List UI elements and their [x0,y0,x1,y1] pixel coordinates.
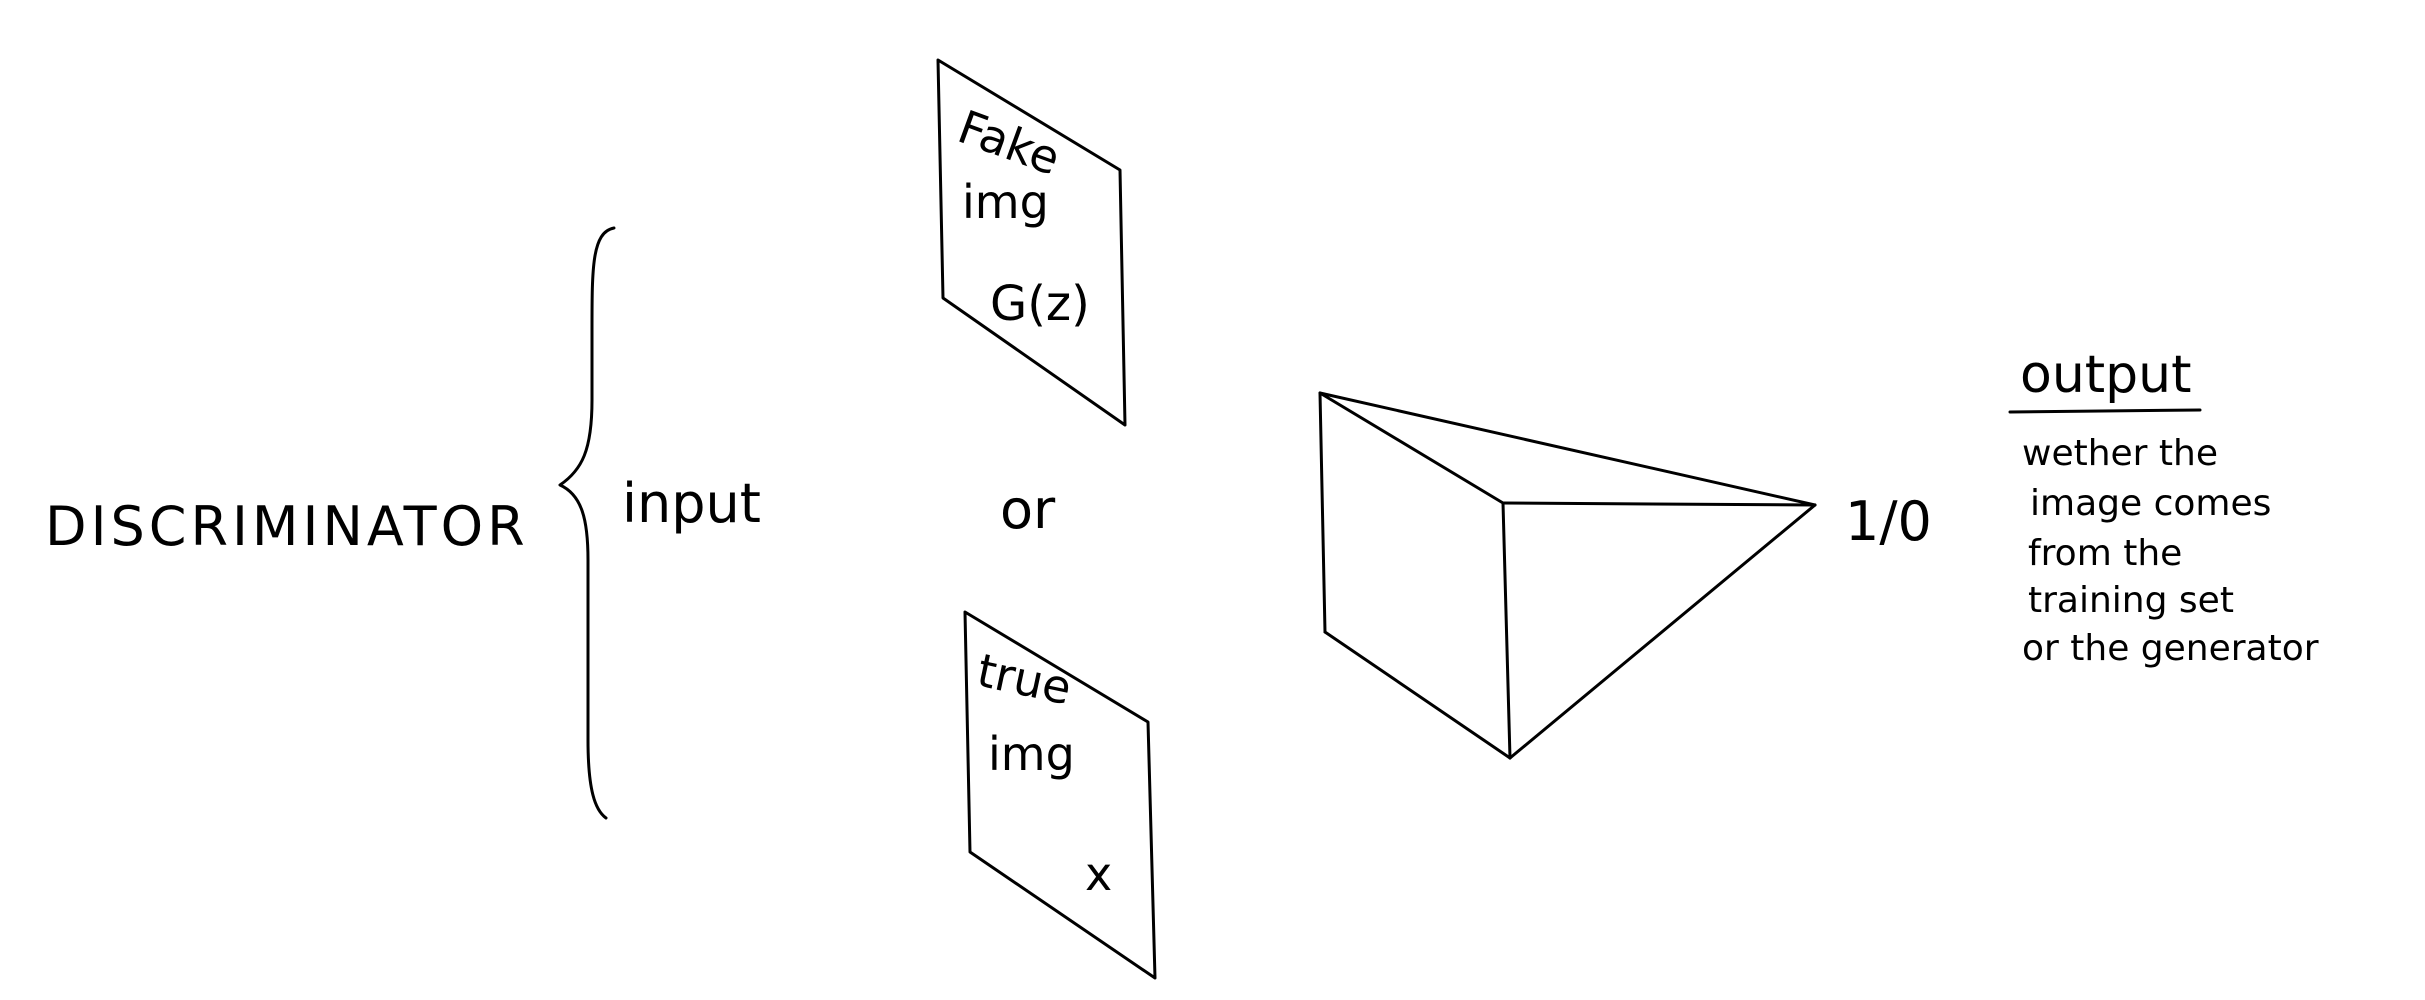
discriminator-network-shape [1318,391,1817,760]
input-brace [558,226,616,820]
fake-image-label-line2: img [962,175,1049,229]
true-image-label-line1: true [973,643,1077,715]
true-image-panel [963,610,1157,980]
discriminator-title: DISCRIMINATOR [45,495,529,558]
true-image-label-line3: x [1085,847,1112,901]
true-image-label-line2: img [988,727,1075,781]
or-label: or [1000,478,1056,541]
output-description-line: wether the [2022,433,2218,474]
fake-image-panel [936,58,1127,427]
output-description-line: from the [2028,533,2182,574]
fake-image-label-line3: G(z) [990,276,1090,332]
output-description-line: training set [2028,580,2234,621]
input-label: input [622,472,761,535]
output-heading-underline [2008,408,2202,414]
fake-image-label-line1: Fake [951,100,1067,186]
output-value: 1/0 [1845,490,1932,553]
output-heading: output [2020,345,2192,405]
output-description-line: image comes [2030,483,2271,524]
output-description-line: or the generator [2022,628,2319,669]
